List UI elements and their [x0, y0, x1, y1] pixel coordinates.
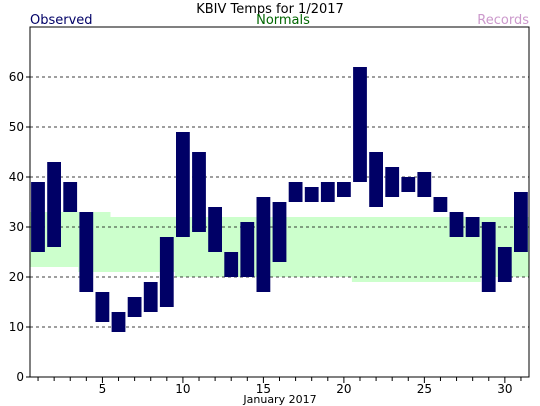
observed-bar-day-13	[224, 252, 239, 277]
legend-normals: Normals	[256, 13, 310, 28]
observed-bar-day-10	[176, 132, 190, 237]
observed-bar-day-18	[304, 187, 319, 202]
observed-bar-day-9	[159, 237, 174, 307]
y-tick-label-40: 40	[9, 170, 24, 184]
x-axis-label: January 2017	[242, 393, 316, 406]
x-axis: 5 10 15 20 25 30	[37, 377, 522, 396]
y-tick-label-20: 20	[9, 270, 24, 284]
observed-bar-day-27	[449, 212, 464, 237]
observed-bar-day-1	[31, 182, 45, 252]
x-tick-label-20: 20	[336, 382, 351, 396]
legend-observed: Observed	[30, 13, 93, 28]
observed-bar-day-11	[192, 152, 206, 232]
chart-title: KBIV Temps for 1/2017	[196, 2, 344, 17]
y-tick-label-50: 50	[9, 120, 24, 134]
y-tick-label-30: 30	[9, 220, 24, 234]
x-tick-label-5: 5	[99, 382, 107, 396]
observed-bar-day-19	[320, 182, 335, 202]
observed-bar-day-20	[337, 182, 351, 197]
observed-bar-day-31	[514, 192, 528, 252]
observed-bar-day-2	[47, 162, 61, 247]
y-tick-label-10: 10	[9, 320, 24, 334]
y-tick-label-60: 60	[9, 70, 24, 84]
y-tick-label-0: 0	[16, 370, 24, 384]
observed-bars	[31, 67, 528, 332]
observed-bar-day-5	[95, 292, 110, 322]
observed-bar-day-12	[208, 207, 222, 252]
observed-bar-day-30	[497, 247, 512, 282]
x-tick-label-25: 25	[417, 382, 432, 396]
observed-bar-day-3	[63, 182, 78, 212]
x-tick-label-10: 10	[175, 382, 190, 396]
observed-bar-day-24	[401, 177, 416, 192]
legend-records: Records	[477, 13, 529, 28]
observed-bar-day-17	[288, 182, 303, 202]
gridlines	[30, 76, 529, 328]
observed-bar-day-16	[272, 202, 287, 262]
observed-bar-day-21	[353, 67, 367, 182]
observed-bar-day-6	[111, 312, 126, 332]
observed-bar-day-8	[143, 282, 158, 312]
observed-bar-day-22	[369, 152, 383, 207]
y-axis: 0 10 20 30 40 50 60	[9, 70, 30, 384]
x-tick-label-30: 30	[497, 382, 512, 396]
observed-bar-day-4	[79, 212, 94, 292]
observed-bar-day-25	[417, 172, 432, 197]
observed-bar-day-26	[433, 197, 448, 212]
observed-bar-day-14	[240, 222, 255, 277]
observed-bar-day-28	[465, 217, 480, 237]
x-tick-label-15: 15	[256, 382, 271, 396]
observed-bar-day-23	[385, 167, 400, 197]
observed-bar-day-29	[481, 222, 496, 292]
observed-bar-day-7	[127, 297, 142, 317]
observed-bar-day-15	[256, 197, 271, 292]
